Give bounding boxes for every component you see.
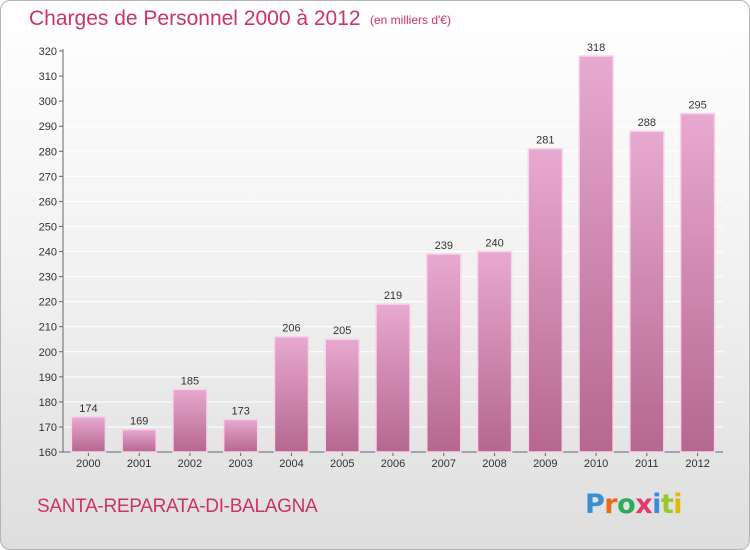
data-label: 205	[333, 325, 351, 337]
data-label: 281	[536, 135, 554, 147]
x-tick-label: 2007	[432, 458, 456, 470]
y-tick-label: 190	[39, 372, 57, 384]
data-label: 169	[130, 415, 148, 427]
bar	[679, 112, 716, 453]
data-label: 185	[181, 375, 199, 387]
y-tick-label: 210	[39, 322, 57, 334]
y-tick-label: 170	[39, 422, 57, 434]
y-tick-label: 250	[39, 221, 57, 233]
y-tick-label: 180	[39, 397, 57, 409]
bars	[70, 55, 716, 453]
x-tick-label: 2000	[76, 458, 100, 470]
logo-letter: r	[604, 489, 618, 520]
logo-letter: o	[617, 489, 636, 520]
bar	[324, 338, 360, 453]
x-tick-label: 2006	[381, 458, 405, 470]
data-label: 295	[688, 100, 706, 112]
x-tick-label: 2005	[330, 458, 354, 470]
y-tick-label: 310	[39, 71, 57, 83]
y-tick-label: 220	[39, 297, 57, 309]
bar	[172, 388, 208, 453]
x-tick-label: 2003	[228, 458, 252, 470]
bar	[476, 250, 513, 453]
bar	[273, 335, 310, 453]
x-tick-label: 2010	[584, 458, 608, 470]
y-tick-label: 200	[39, 347, 57, 359]
x-tick-label: 2008	[482, 458, 506, 470]
labels: 160 170 180 190 200 210 220 230 240 250 260 270 280 2…	[39, 42, 710, 470]
data-label: 318	[587, 42, 605, 54]
y-tick-label: 320	[39, 46, 57, 58]
commune-name: SANTA-REPARATA-DI-BALAGNA	[37, 496, 318, 517]
x-tick-label: 2011	[635, 458, 659, 470]
proxiti-logo: Proxiti	[585, 489, 683, 520]
logo-letter: t	[660, 489, 674, 520]
data-label: 174	[79, 403, 97, 415]
bar	[578, 55, 614, 453]
bar	[527, 147, 564, 453]
y-tick-label: 270	[39, 171, 57, 183]
y-tick-label: 280	[39, 146, 57, 158]
chart-title: Charges de Personnel 2000 à 2012	[29, 7, 361, 30]
x-tick-label: 2001	[127, 458, 151, 470]
y-tick-label: 260	[39, 196, 57, 208]
x-tick-label: 2002	[178, 458, 202, 470]
logo-letter: i	[652, 489, 661, 520]
x-tick-label: 2009	[533, 458, 557, 470]
y-tick-label: 230	[39, 272, 57, 284]
bar	[426, 253, 462, 453]
bar	[375, 303, 411, 453]
data-label: 219	[384, 290, 402, 302]
data-label: 173	[232, 405, 250, 417]
logo-letter: i	[673, 489, 683, 520]
data-label: 240	[485, 238, 503, 250]
logo-letter: P	[585, 489, 605, 520]
bar	[121, 428, 157, 453]
chart-subtitle: (en milliers d'€)	[370, 13, 451, 27]
x-tick-label: 2012	[685, 458, 709, 470]
data-label: 239	[435, 240, 453, 252]
y-tick-label: 160	[39, 447, 57, 459]
bar	[222, 418, 259, 453]
y-tick-label: 290	[39, 121, 57, 133]
y-tick-label: 240	[39, 247, 57, 259]
bar	[629, 130, 665, 453]
logo-letter: x	[635, 489, 653, 520]
x-tick-label: 2004	[279, 458, 303, 470]
bar	[70, 416, 107, 453]
data-label: 288	[638, 117, 656, 129]
y-tick-label: 300	[39, 96, 57, 108]
data-label: 206	[282, 323, 300, 335]
